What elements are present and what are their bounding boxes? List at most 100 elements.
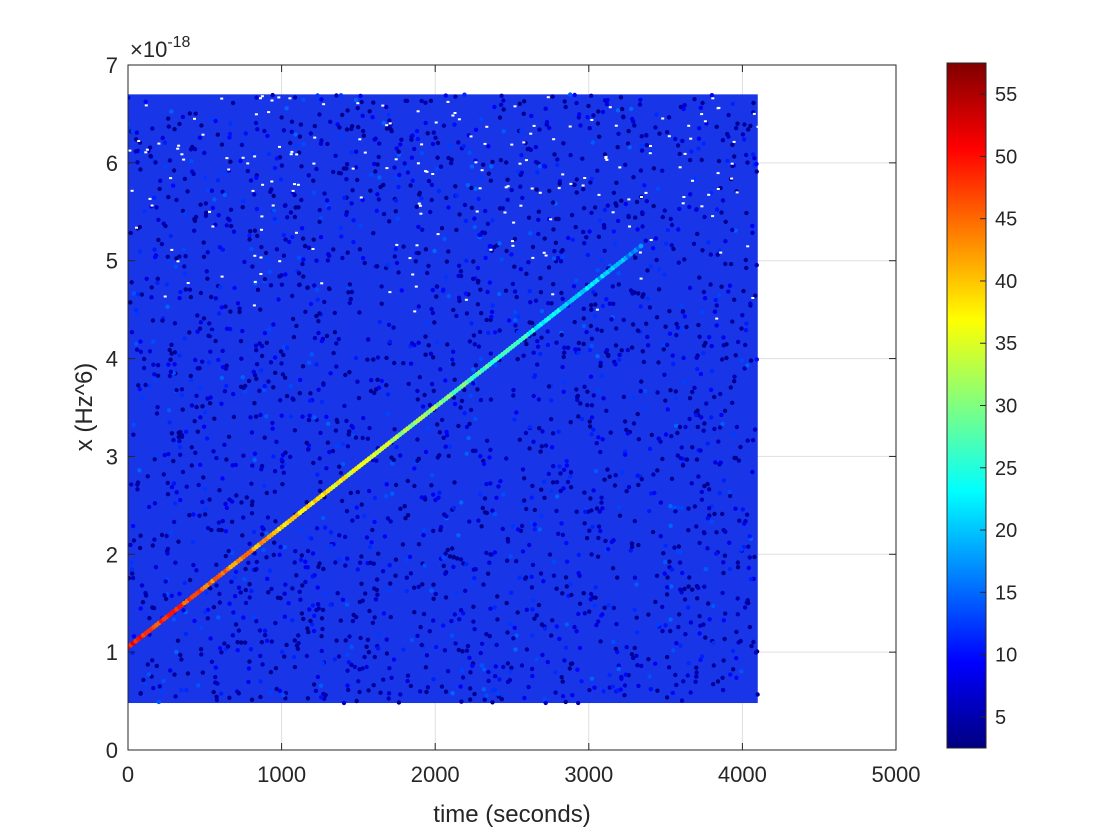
cloud-point [167,347,172,353]
cloud-point [707,335,712,340]
cloud-gap [628,225,631,228]
cloud-point [509,252,514,257]
cloud-gap [752,112,756,115]
cloud-point [166,451,171,457]
cloud-point [680,309,686,314]
cloud-point [285,215,290,220]
cloud-gap [639,277,643,280]
cloud-point [621,394,627,400]
cloud-point [676,544,682,549]
cloud-point [198,647,204,652]
cloud-point [299,553,304,558]
cloud-point [331,169,336,175]
cloud-point [217,591,222,597]
cloud-point [653,125,658,130]
cloud-point [359,554,364,559]
cloud-point [538,276,543,281]
cloud-point [398,506,403,511]
cloud-point [189,445,194,450]
cloud-point [345,108,350,113]
cloud-point [353,149,359,154]
cloud-point [303,559,308,564]
cloud-point [661,551,666,556]
cloud-point [138,167,143,172]
cloud-point [306,629,311,635]
cloud-point [328,543,334,549]
cloud-point [660,628,665,634]
cloud-point [622,683,628,688]
cloud-point [531,393,536,399]
cloud-point [405,673,411,678]
cloud-point [679,303,684,308]
cloud-point [576,350,581,356]
cloud-point [677,151,682,157]
cloud-point [328,602,333,607]
cloud-point [394,146,399,151]
cloud-point [696,322,701,328]
cloud-point [266,327,272,332]
cloud-point [752,554,757,560]
cloud-point [301,257,306,262]
cloud-point [545,329,550,334]
cloud-point [752,427,758,432]
cloud-point [574,177,579,182]
cloud-point [205,250,210,255]
cloud-point [673,672,678,678]
cloud-point [378,690,383,695]
cloud-point [371,231,376,236]
cloud-point [266,151,272,157]
cloud-point [598,363,603,369]
cloud-point [131,422,136,427]
cloud-point [555,494,560,499]
cloud-point [615,649,620,655]
cloud-point [180,407,185,412]
cloud-point [697,540,702,546]
cloud-point [635,473,640,478]
cloud-point [385,392,391,397]
cloud-point [605,547,611,552]
cloud-point [596,435,601,440]
cloud-point [615,145,620,150]
cloud-point [569,212,575,218]
cloud-point [613,362,618,367]
cloud-point [487,280,493,285]
cloud-point [480,505,485,511]
cloud-point [282,544,287,550]
cloud-point [636,291,641,296]
cloud-point [687,204,692,210]
cloud-point [509,665,514,670]
cloud-point [197,135,203,140]
cloud-point [675,453,680,458]
cloud-point [171,168,177,173]
cloud-point [241,453,246,458]
cloud-point [431,596,436,601]
cloud-point [130,128,135,134]
cloud-point [168,668,173,673]
cloud-point [182,264,187,269]
cloud-point [487,634,492,639]
cloud-point [338,226,344,231]
cloud-point [568,485,574,490]
cloud-point [505,630,510,635]
cloud-point [678,456,683,461]
cloud-gap [220,275,224,278]
cloud-point [283,696,288,701]
cloud-point [748,358,754,363]
cloud-point [350,188,355,193]
cloud-point [669,584,674,589]
cloud-point [673,396,678,402]
cloud-gap [544,254,548,257]
cloud-point [429,381,435,387]
cloud-point [324,466,329,471]
cloud-point [318,695,324,700]
cloud-point [711,603,716,609]
cloud-point [350,518,355,523]
cloud-point [317,112,322,117]
cloud-point [533,144,539,150]
cloud-point [548,417,554,422]
cloud-point [602,605,607,610]
cloud-point [631,655,636,661]
cloud-point [664,130,670,135]
x-tick-label: 0 [122,762,134,787]
cloud-point [643,388,648,394]
